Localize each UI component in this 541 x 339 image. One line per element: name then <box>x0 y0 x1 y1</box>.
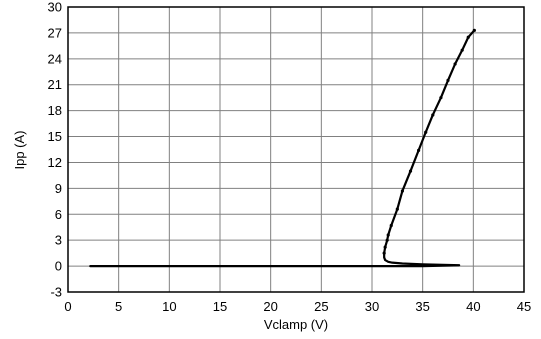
data-point <box>400 189 404 193</box>
x-tick-labels: 0 5 10 15 20 25 30 35 40 45 <box>64 299 531 314</box>
plot-background <box>68 7 524 292</box>
y-tick-label: 18 <box>48 103 62 118</box>
y-tick-label: 9 <box>55 181 62 196</box>
x-tick-label: 0 <box>64 299 71 314</box>
data-point <box>446 78 450 83</box>
x-tick-label: 10 <box>162 299 176 314</box>
data-point <box>439 96 443 100</box>
y-tick-labels: -3 0 3 6 9 12 15 18 21 24 27 30 <box>48 0 62 300</box>
y-tick-label: 6 <box>55 207 62 222</box>
y-tick-label: 3 <box>55 233 62 248</box>
data-point <box>395 207 399 211</box>
x-tick-label: 30 <box>365 299 379 314</box>
y-tick-label: 24 <box>48 51 62 66</box>
data-point <box>453 62 457 66</box>
data-point <box>466 35 470 39</box>
data-series <box>89 28 476 268</box>
y-tick-label: 21 <box>48 77 62 92</box>
x-tick-label: 40 <box>466 299 480 314</box>
data-point <box>417 148 421 152</box>
gridlines <box>68 7 524 292</box>
plot-frame <box>67 6 525 293</box>
data-point <box>472 28 476 32</box>
x-tick-label: 20 <box>263 299 277 314</box>
x-tick-label: 45 <box>517 299 531 314</box>
y-tick-label: -3 <box>50 285 62 300</box>
x-tick-label: 5 <box>115 299 122 314</box>
x-tick-label: 35 <box>415 299 429 314</box>
x-tick-label: 15 <box>213 299 227 314</box>
data-point <box>460 48 464 52</box>
data-point <box>385 238 389 242</box>
x-axis-title: Vclamp (V) <box>264 317 328 332</box>
data-point <box>386 233 390 237</box>
y-tick-label: 30 <box>48 0 62 15</box>
data-point <box>389 223 393 228</box>
y-tick-label: 0 <box>55 259 62 274</box>
data-point <box>382 251 386 255</box>
data-point <box>431 113 435 117</box>
x-tick-label: 25 <box>314 299 328 314</box>
data-point <box>424 130 428 134</box>
y-axis-title: Ipp (A) <box>12 130 27 169</box>
y-tick-label: 27 <box>48 25 62 40</box>
data-point <box>408 169 413 173</box>
data-point <box>383 245 387 249</box>
y-tick-label: 15 <box>48 129 62 144</box>
y-tick-label: 12 <box>48 155 62 170</box>
